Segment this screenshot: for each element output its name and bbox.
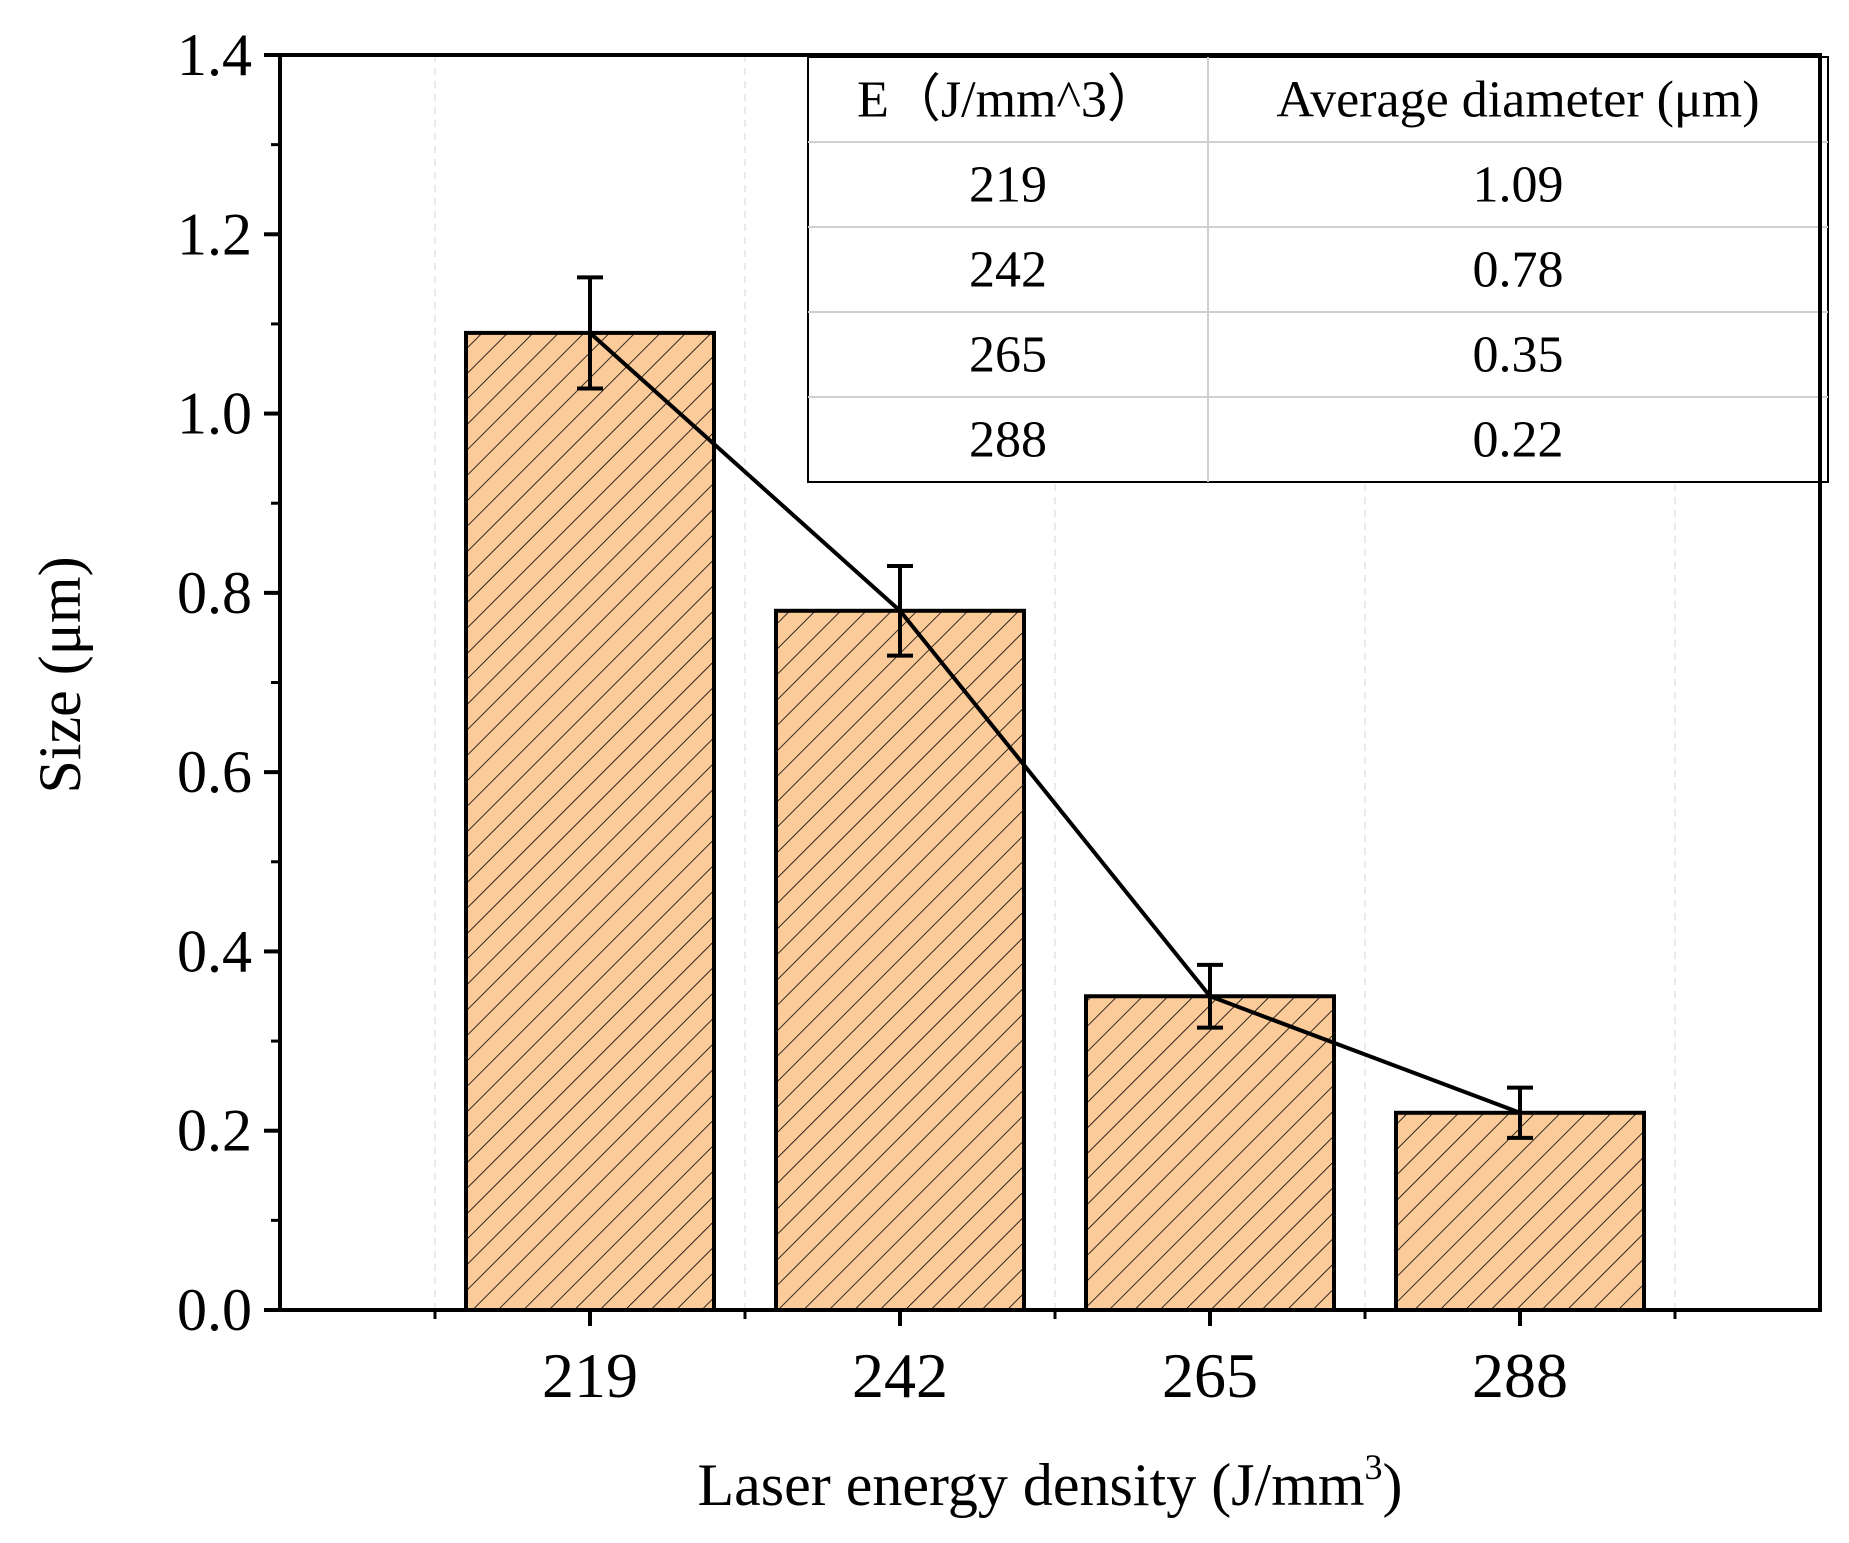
y-axis-label: Size (μm) (27, 556, 93, 793)
bar (464, 330, 716, 1312)
x-tick-label: 242 (852, 1340, 948, 1411)
y-tick-label: 0.6 (177, 739, 252, 805)
x-axis-label-superscript: 3 (1365, 1447, 1383, 1487)
table-header-cell: E（J/mm^3） (857, 72, 1159, 129)
table-cell: 242 (969, 242, 1047, 299)
table-cell: 288 (969, 412, 1047, 469)
bar (1394, 1110, 1646, 1313)
x-axis-label: Laser energy density (J/mm3) (697, 1447, 1402, 1518)
inset-table: E（J/mm^3） Average diameter (μm) 219 1.09 242… (807, 56, 1829, 483)
axes: 0.0 0.2 0.4 0.6 0.8 1.0 1.2 1.4 219 242 265 288 (177, 22, 1822, 1411)
table-cell: 219 (969, 157, 1047, 214)
x-tick-label: 219 (542, 1340, 638, 1411)
y-tick-label: 0.0 (177, 1277, 252, 1343)
y-tick-label: 1.4 (177, 22, 252, 88)
x-tick-label: 265 (1162, 1340, 1258, 1411)
bar (1084, 994, 1336, 1312)
table-cell: 1.09 (1473, 157, 1564, 214)
y-tick-label: 1.2 (177, 201, 252, 267)
x-axis-label-main: Laser energy density (J/mm (697, 1452, 1364, 1518)
y-tick-label: 0.2 (177, 1098, 252, 1164)
x-axis-label-close: ) (1383, 1452, 1403, 1518)
y-tick-label: 0.4 (177, 918, 252, 984)
x-tick-label: 288 (1472, 1340, 1568, 1411)
table-cell: 0.78 (1473, 242, 1564, 299)
table-frame (807, 56, 1829, 483)
table-cell: 0.22 (1473, 412, 1564, 469)
y-tick-label: 0.8 (177, 560, 252, 626)
trend-line (588, 331, 1521, 1115)
table-cell: 265 (969, 327, 1047, 384)
table-cell: 0.35 (1473, 327, 1564, 384)
series-line (588, 331, 1521, 1115)
bars (464, 330, 1646, 1313)
y-tick-label: 1.0 (177, 381, 252, 447)
table-header-cell: Average diameter (μm) (1276, 72, 1759, 129)
error-bars (577, 275, 1533, 1140)
